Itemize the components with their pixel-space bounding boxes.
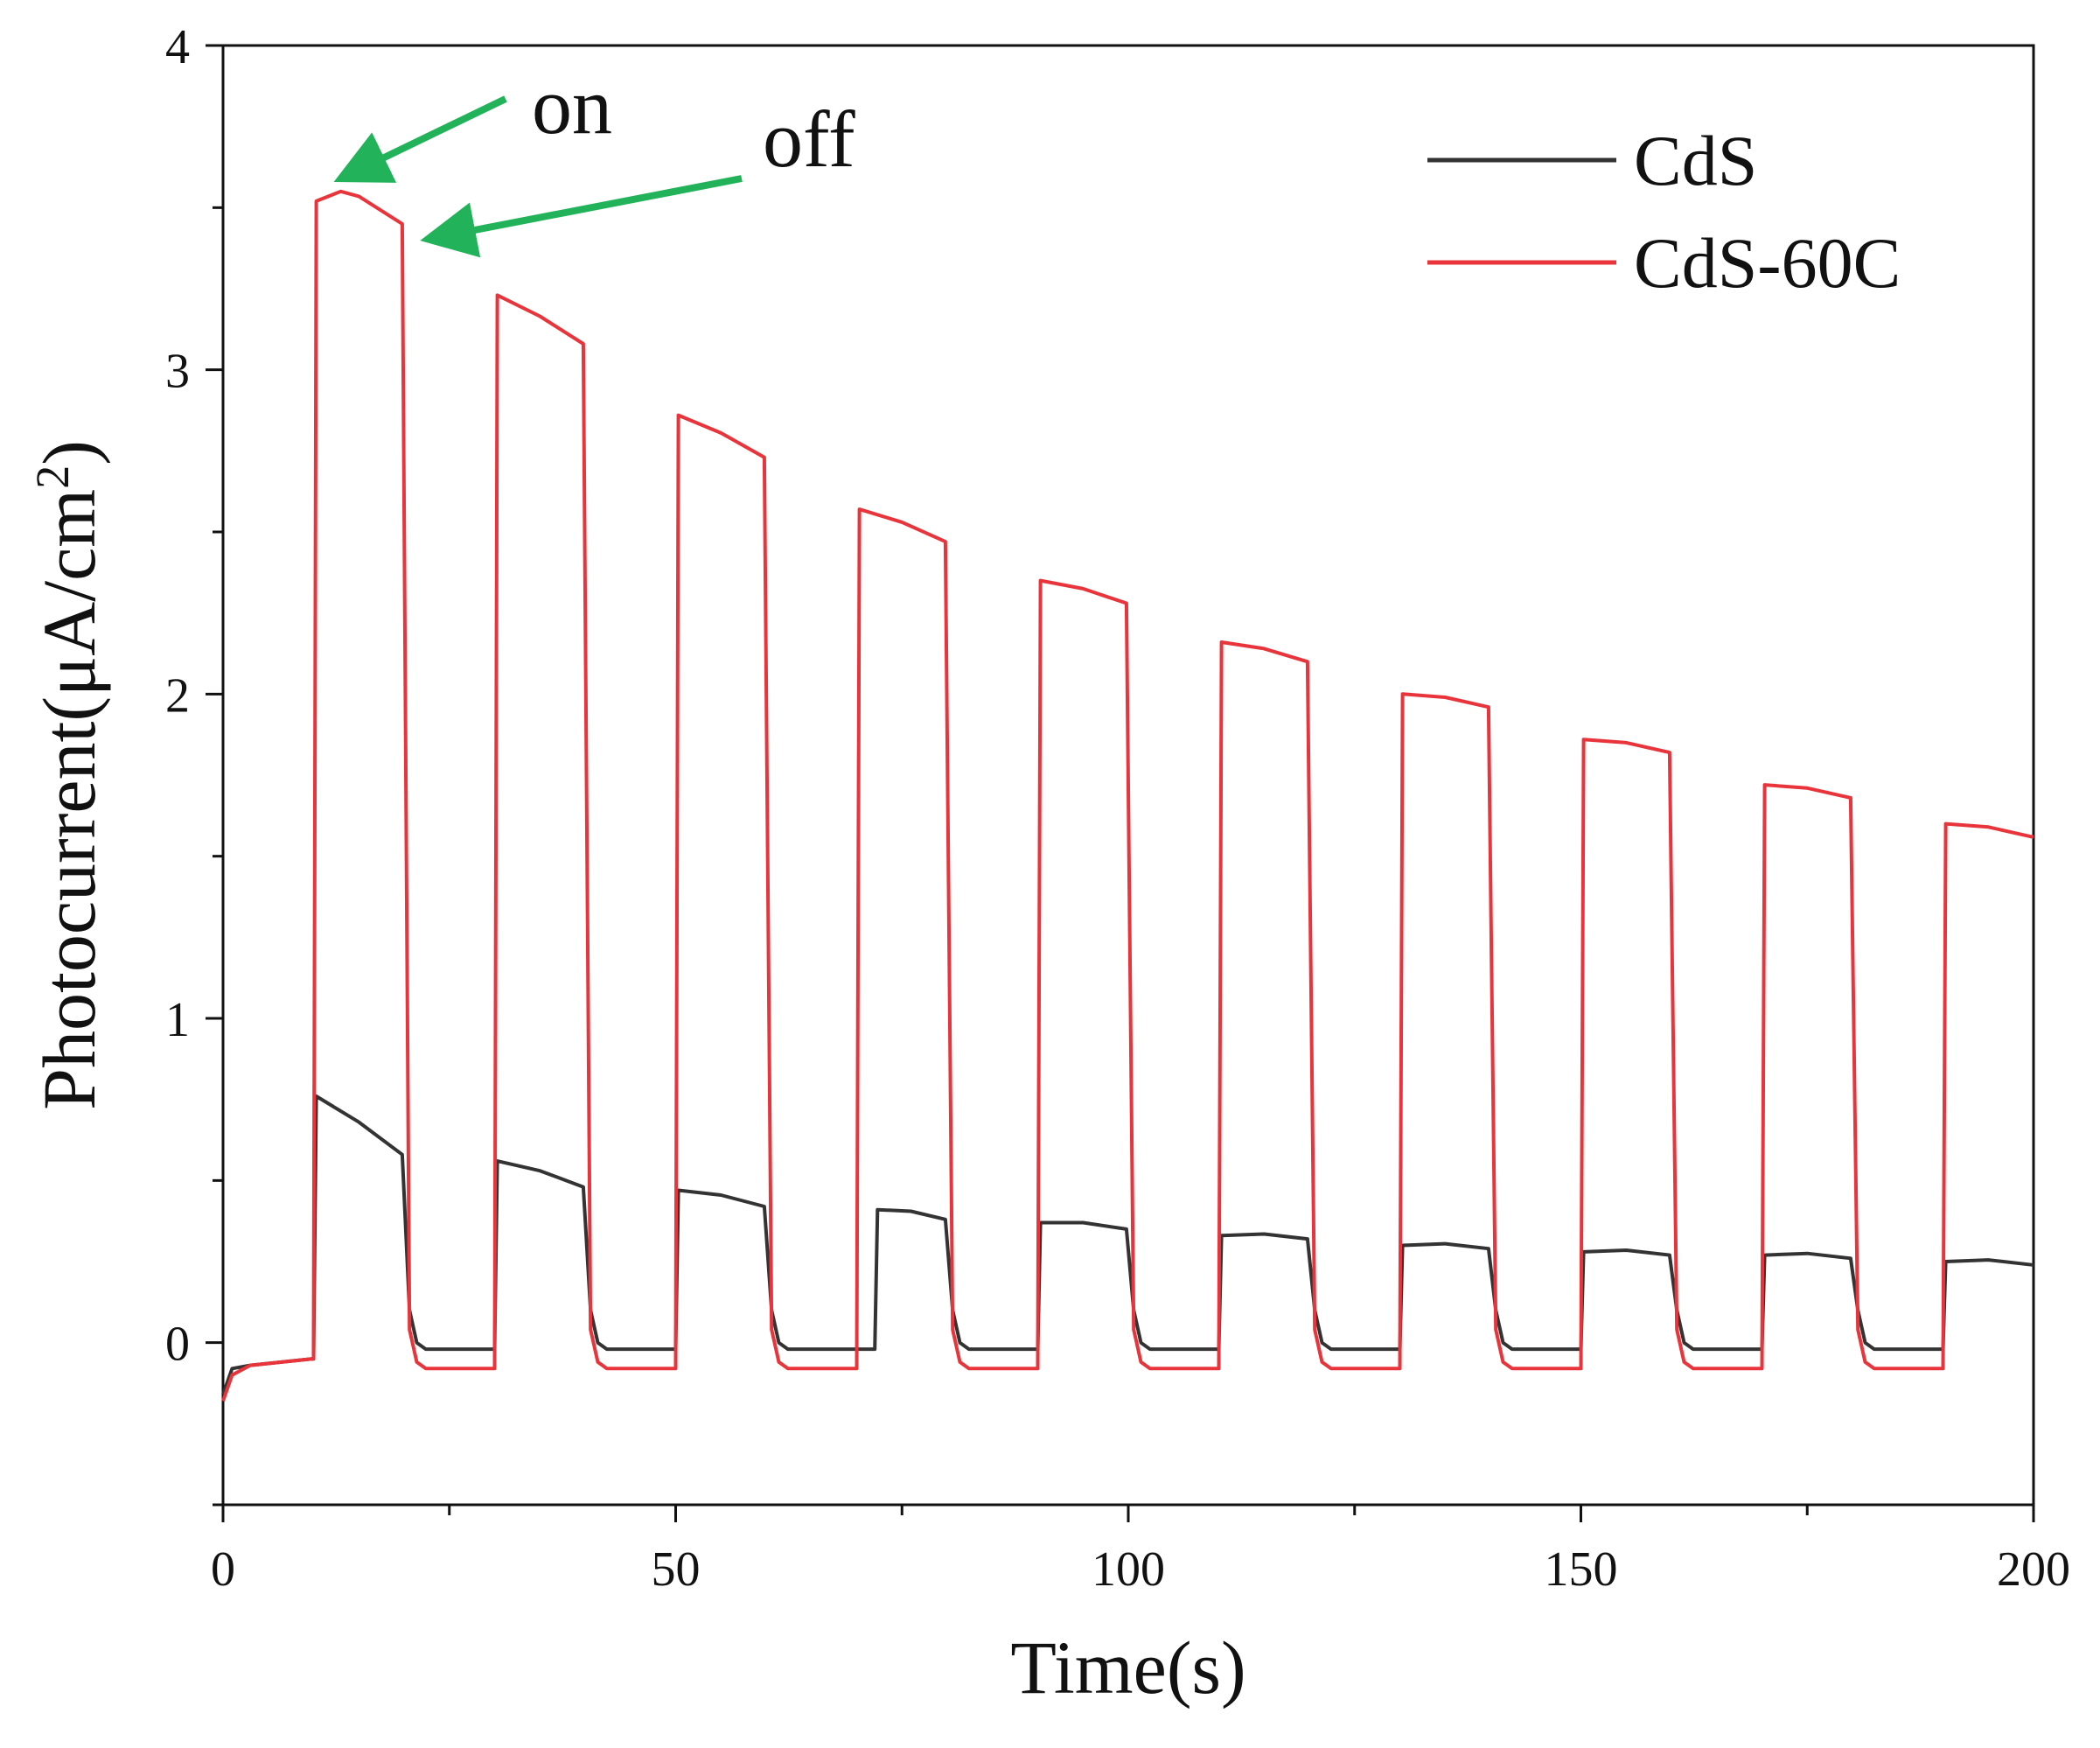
y-axis-title: Photocurrent(μA/cm2) — [26, 440, 111, 1110]
x-axis-title: Time(s) — [1010, 1626, 1245, 1710]
y-tick-label: 2 — [165, 668, 190, 723]
x-tick-label: 200 — [1997, 1542, 2070, 1597]
series-line-cds-60c — [221, 189, 2034, 1402]
annotations: on off — [333, 61, 855, 258]
on-arrow — [333, 95, 507, 183]
y-tick-label: 4 — [165, 20, 190, 74]
x-tick-label: 0 — [211, 1542, 235, 1597]
x-tick-label: 150 — [1545, 1542, 1618, 1597]
y-axis: 0 1 2 3 4 — [165, 20, 223, 1507]
y-tick-label: 1 — [165, 993, 190, 1047]
series-layer — [221, 189, 2034, 1402]
legend: CdS CdS-60C — [1427, 121, 1901, 303]
legend-label-cds: CdS — [1634, 121, 1757, 200]
y-axis-title-superscript: 2 — [26, 465, 79, 489]
x-axis: 0 50 100 150 200 — [211, 1505, 2070, 1597]
y-axis-title-close: ) — [27, 440, 111, 465]
legend-label-cds-60c: CdS-60C — [1634, 223, 1901, 303]
off-annotation: off — [763, 94, 855, 184]
on-annotation: on — [532, 61, 612, 150]
y-tick-label: 3 — [165, 345, 190, 399]
x-tick-label: 100 — [1092, 1542, 1165, 1597]
x-tick-label: 50 — [652, 1542, 701, 1597]
y-tick-label: 0 — [165, 1318, 190, 1372]
off-arrow — [420, 175, 743, 258]
y-axis-title-main: Photocurrent(μA/cm — [27, 489, 111, 1110]
